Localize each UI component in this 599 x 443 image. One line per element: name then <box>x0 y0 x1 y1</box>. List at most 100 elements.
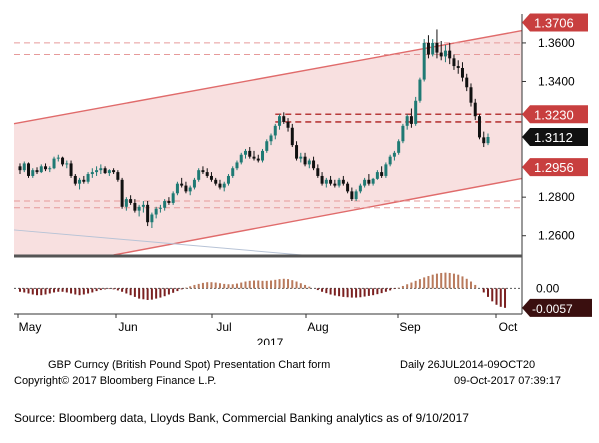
candle-body <box>452 58 456 67</box>
chart-date-range: Daily 26JUL2014-09OCT20 <box>400 359 536 371</box>
candle-body <box>269 135 273 142</box>
candle-body <box>439 52 443 57</box>
candle-body <box>456 66 460 68</box>
candle-body <box>197 170 201 180</box>
candle-body <box>124 199 128 207</box>
candle-body <box>324 179 328 184</box>
candle-body <box>99 168 103 171</box>
candle-body <box>482 137 486 144</box>
price-tag-shape <box>522 13 588 32</box>
y-tick-label: 1.3400 <box>538 74 575 88</box>
candle-body <box>290 127 294 146</box>
candle-body <box>137 206 141 211</box>
osc-value-tag: -0.0057 <box>522 298 592 317</box>
candle-body <box>69 163 73 176</box>
candle-body <box>192 179 196 188</box>
candle-body <box>22 163 26 171</box>
candle-body <box>465 77 469 88</box>
candle-body <box>392 152 396 157</box>
candle-body <box>163 201 167 208</box>
chart-footer-title: GBP Curncy (British Pound Spot) Presenta… <box>48 359 535 371</box>
candle-body <box>39 166 43 173</box>
candle-body <box>107 170 111 174</box>
candle-body <box>350 191 354 200</box>
candle-body <box>303 156 307 165</box>
candle-body <box>73 175 77 184</box>
candle-body <box>422 42 426 80</box>
chart-timestamp: 09-Oct-2017 07:39:17 <box>454 375 562 387</box>
candle-body <box>56 157 60 159</box>
candle-body <box>367 179 371 184</box>
price-chart: 1.3600 1.3400 1.2800 1.2600 1.3706 1.3230 1.31… <box>13 13 592 345</box>
candle-body <box>295 145 299 159</box>
x-month-label: May <box>19 320 42 334</box>
candle-body <box>44 166 48 170</box>
candle-body <box>278 116 282 126</box>
x-month-label: Jul <box>216 320 231 334</box>
candle-body <box>18 166 22 171</box>
candle-body <box>120 179 124 207</box>
candle-body <box>397 141 401 153</box>
price-tag-shape <box>522 105 588 124</box>
price-tag: 1.2956 <box>522 158 588 177</box>
candle-body <box>316 168 320 176</box>
y-tick-label: 1.3600 <box>538 36 575 50</box>
candle-body <box>375 172 379 179</box>
candle-body <box>486 137 490 144</box>
candle-body <box>261 150 265 161</box>
candle-body <box>380 172 384 176</box>
candle-body <box>248 150 252 157</box>
candle-body <box>388 156 392 165</box>
price-tag: 1.3112 <box>522 128 588 147</box>
price-tag: 1.3230 <box>522 105 588 124</box>
candle-body <box>129 199 133 203</box>
candle-body <box>158 207 162 209</box>
y-tick-label: 1.2600 <box>538 229 575 243</box>
candle-body <box>409 116 413 124</box>
candle-body <box>184 185 188 192</box>
candle-body <box>299 156 303 159</box>
price-tag-label: 1.3706 <box>534 15 574 30</box>
candle-body <box>341 179 345 184</box>
candle-body <box>188 187 192 192</box>
candle-body <box>265 141 269 151</box>
candle-body <box>443 50 447 57</box>
candle-body <box>286 121 290 128</box>
candle-body <box>78 179 82 184</box>
candle-body <box>218 183 222 188</box>
candle-body <box>27 163 31 176</box>
candle-body <box>116 172 120 180</box>
candle-body <box>231 168 235 176</box>
candle-body <box>205 172 209 176</box>
candle-body <box>371 178 375 184</box>
osc-value-tag-label: -0.0057 <box>532 302 573 316</box>
candle-body <box>48 168 52 170</box>
candle-body <box>65 163 69 165</box>
candle-body <box>363 179 367 186</box>
candle-body <box>167 201 171 203</box>
candle-body <box>401 125 405 142</box>
copyright-text: Copyright© 2017 Bloomberg Finance L.P. <box>14 375 217 387</box>
candle-body <box>418 79 422 101</box>
osc-zero-label: 0.00 <box>536 281 560 295</box>
candle-body <box>214 179 218 184</box>
candle-body <box>256 158 260 161</box>
price-tag-label: 1.2956 <box>534 160 574 175</box>
price-tag: 1.3706 <box>522 13 588 32</box>
candle-body <box>150 214 154 223</box>
candle-body <box>95 170 99 173</box>
secondary-trend-line <box>13 229 303 256</box>
candle-body <box>239 154 243 163</box>
source-note: Source: Bloomberg data, Lloyds Bank, Com… <box>14 411 469 425</box>
candle-body <box>405 116 409 126</box>
candle-body <box>320 175 324 184</box>
price-tag-shape <box>522 128 588 147</box>
candle-body <box>226 175 230 184</box>
candle-body <box>61 157 65 165</box>
candle-body <box>448 50 452 59</box>
candle-body <box>112 170 116 173</box>
candle-body <box>414 100 418 124</box>
candle-body <box>337 179 341 186</box>
candle-body <box>312 160 316 169</box>
candle-body <box>90 172 94 175</box>
